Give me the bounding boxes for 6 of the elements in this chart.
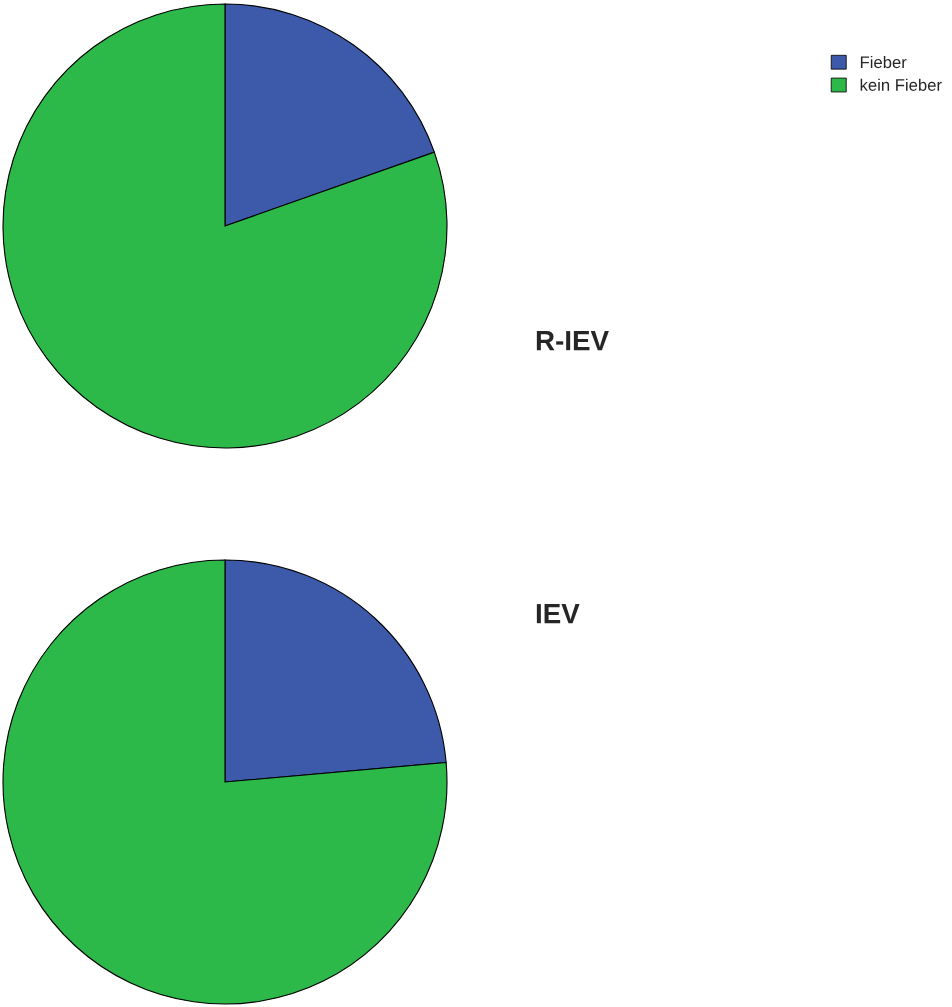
- legend-label: Fieber: [860, 55, 907, 69]
- legend-label: kein Fieber: [860, 78, 942, 91]
- text: R-IEV: [536, 331, 609, 351]
- text: IEV: [536, 604, 580, 624]
- pie-slice: [2, 3, 448, 449]
- pie-slice: [2, 559, 448, 1005]
